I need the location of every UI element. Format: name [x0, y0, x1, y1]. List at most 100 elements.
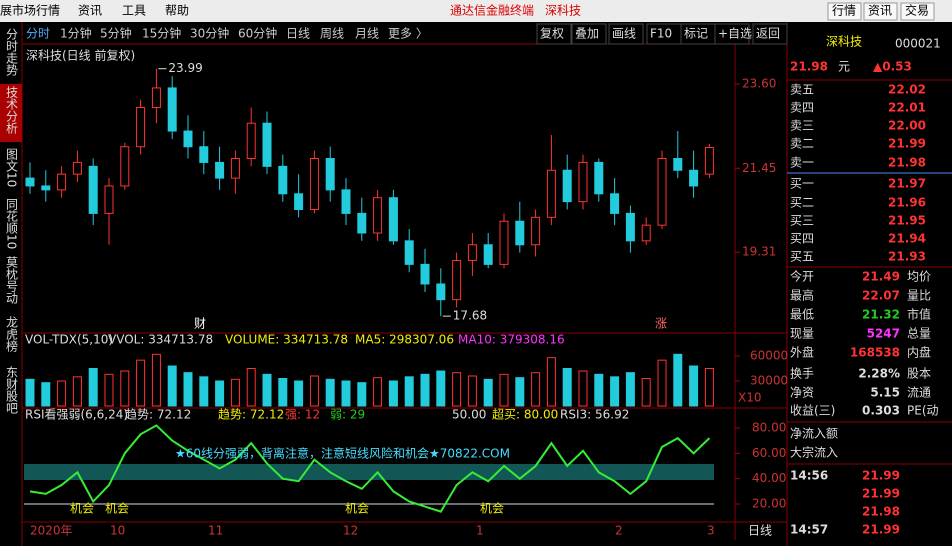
signal-label: 机会	[70, 502, 94, 516]
menu-item: 帮助	[165, 4, 189, 18]
stat-value: 22.07	[862, 289, 900, 303]
ask-label: 卖二	[790, 137, 814, 151]
ask-price: 22.02	[888, 83, 926, 97]
tool-button[interactable]	[608, 23, 644, 45]
period-tab: 60分钟	[238, 26, 277, 41]
candle-body	[625, 212, 635, 242]
candle-body	[199, 146, 209, 163]
candle-body	[610, 193, 620, 214]
menu-center: 深科技	[545, 4, 581, 18]
candle-body	[483, 244, 493, 265]
menu-item: 资讯	[78, 4, 102, 18]
candle-body	[167, 87, 177, 132]
candle-body	[436, 283, 446, 301]
candle-body	[467, 244, 477, 261]
candle-body	[373, 197, 383, 234]
candle-body	[230, 158, 240, 179]
date-label: 1	[476, 524, 484, 538]
stock-code: 000021	[895, 37, 941, 51]
tool-label: +自选	[718, 27, 752, 41]
rsi-band	[24, 464, 714, 480]
rsi-label: 超买: 80.00	[492, 407, 558, 422]
rsi-title: RSI看强弱(6,6,24)	[25, 408, 128, 422]
candle-body	[531, 216, 541, 246]
tick-time: 14:57	[790, 523, 828, 537]
ask-label: 卖一	[790, 156, 814, 170]
tool-button[interactable]	[536, 23, 572, 45]
candle-body	[515, 220, 525, 246]
menu-button[interactable]	[863, 2, 898, 21]
candle-body	[452, 259, 462, 301]
tool-button[interactable]	[714, 23, 750, 45]
tick-price: 21.99	[862, 523, 900, 537]
date-label: 3	[707, 524, 715, 538]
tick-price: 21.99	[862, 469, 900, 483]
candle-body	[388, 197, 398, 242]
volume-bar	[57, 380, 67, 407]
candle-body	[641, 224, 651, 242]
volume-bar	[341, 380, 351, 407]
stat-label: 总量	[907, 327, 931, 341]
tool-button[interactable]	[752, 23, 788, 45]
menu-button-label: 资讯	[868, 4, 892, 18]
volume-bar	[199, 376, 209, 407]
event-marker: 财	[194, 317, 206, 331]
tool-button[interactable]	[571, 23, 607, 45]
candle-body	[262, 122, 272, 167]
tool-label: 画线	[612, 27, 636, 41]
bid-label: 买三	[790, 214, 814, 228]
period-tab: 1分钟	[60, 26, 92, 41]
volume-bar	[704, 368, 714, 407]
volume-bar	[467, 375, 477, 407]
volume-bar	[278, 378, 288, 407]
tick-price: 21.98	[862, 505, 900, 519]
stat-label: 股本	[907, 367, 931, 381]
candle-body	[578, 161, 588, 203]
period-tab: 5分钟	[100, 26, 132, 41]
period-tab: 更多 〉	[388, 27, 428, 41]
ask-price: 22.00	[888, 119, 926, 133]
price-change: ▲0.53	[873, 60, 912, 74]
bid-price: 21.95	[888, 214, 926, 228]
price-unit: 元	[838, 60, 850, 74]
stat-value: 0.303	[862, 404, 900, 418]
stat-value: 5.15	[870, 386, 900, 400]
volume-bar	[104, 373, 114, 407]
tick-price: 21.99	[862, 487, 900, 501]
volume-bar	[657, 359, 667, 407]
candle-body	[41, 185, 51, 191]
period-tab: 分时	[26, 27, 50, 41]
candle-body	[120, 146, 130, 187]
volume-bar	[452, 372, 462, 407]
candle-body	[546, 169, 556, 218]
ask-label: 卖五	[790, 83, 814, 97]
candle-body	[704, 147, 714, 175]
stat-label: 外盘	[790, 345, 814, 360]
candle-body	[104, 185, 114, 214]
menu-title: 展市场行情	[0, 3, 60, 18]
stat-label: 均价	[907, 270, 931, 284]
rsi-label: 弱: 29	[330, 408, 365, 422]
menu-button[interactable]	[900, 2, 935, 21]
y-tick-label: 40.00	[752, 471, 786, 485]
menu-button-label: 行情	[832, 4, 856, 18]
volume-bar	[641, 378, 651, 407]
rsi-label: 50.00	[452, 408, 486, 422]
candle-body	[689, 169, 699, 187]
rsi-line	[29, 424, 711, 513]
y-tick-label: 60.00	[752, 446, 786, 460]
bid-label: 买一	[790, 177, 814, 191]
volume-bar	[388, 380, 398, 407]
candle-body	[673, 158, 683, 171]
volume-bar	[531, 372, 541, 407]
bid-label: 买二	[790, 196, 814, 210]
signal-label: 机会	[345, 502, 369, 516]
volume-bar	[499, 373, 509, 407]
menu-button[interactable]	[827, 2, 862, 21]
vol-header: MA10: 379308.16	[458, 333, 565, 347]
tool-label: 复权	[540, 27, 564, 41]
volume-bar	[578, 370, 588, 407]
candle-body	[278, 165, 288, 195]
y-tick-label: 80.00	[752, 420, 786, 434]
date-label: 2020年	[30, 524, 73, 538]
